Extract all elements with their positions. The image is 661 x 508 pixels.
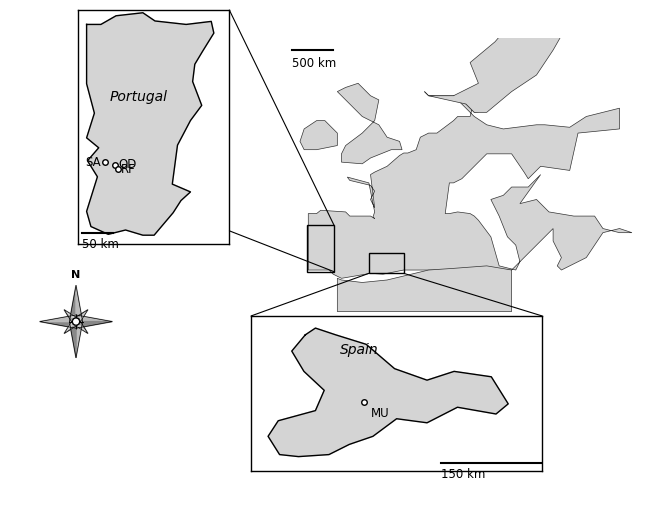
Polygon shape xyxy=(337,266,512,311)
Polygon shape xyxy=(64,310,79,322)
Text: 150 km: 150 km xyxy=(441,468,485,481)
Polygon shape xyxy=(69,285,76,322)
Polygon shape xyxy=(73,322,88,333)
Polygon shape xyxy=(300,120,337,150)
Text: 500 km: 500 km xyxy=(292,57,336,70)
Polygon shape xyxy=(76,310,88,325)
Polygon shape xyxy=(428,0,619,112)
Polygon shape xyxy=(268,328,508,457)
Polygon shape xyxy=(76,315,112,322)
Text: Spain: Spain xyxy=(340,343,379,357)
Polygon shape xyxy=(76,322,83,358)
Circle shape xyxy=(73,318,79,325)
Text: SA: SA xyxy=(85,156,100,169)
Polygon shape xyxy=(40,315,76,322)
Polygon shape xyxy=(308,91,632,278)
Text: RF: RF xyxy=(121,163,136,176)
Text: N: N xyxy=(71,270,81,280)
Polygon shape xyxy=(73,310,88,322)
Polygon shape xyxy=(64,322,79,333)
Text: Portugal: Portugal xyxy=(110,90,167,104)
Polygon shape xyxy=(64,319,76,333)
Text: MU: MU xyxy=(371,406,389,420)
Polygon shape xyxy=(337,83,402,164)
Polygon shape xyxy=(76,322,112,328)
Text: 50 km: 50 km xyxy=(82,238,119,251)
Polygon shape xyxy=(76,285,83,322)
Polygon shape xyxy=(76,319,88,333)
Polygon shape xyxy=(64,310,76,325)
Bar xyxy=(369,253,404,273)
Text: OD: OD xyxy=(118,158,137,171)
Polygon shape xyxy=(69,322,76,358)
Polygon shape xyxy=(40,322,76,328)
Bar xyxy=(307,225,334,272)
Polygon shape xyxy=(87,13,214,235)
